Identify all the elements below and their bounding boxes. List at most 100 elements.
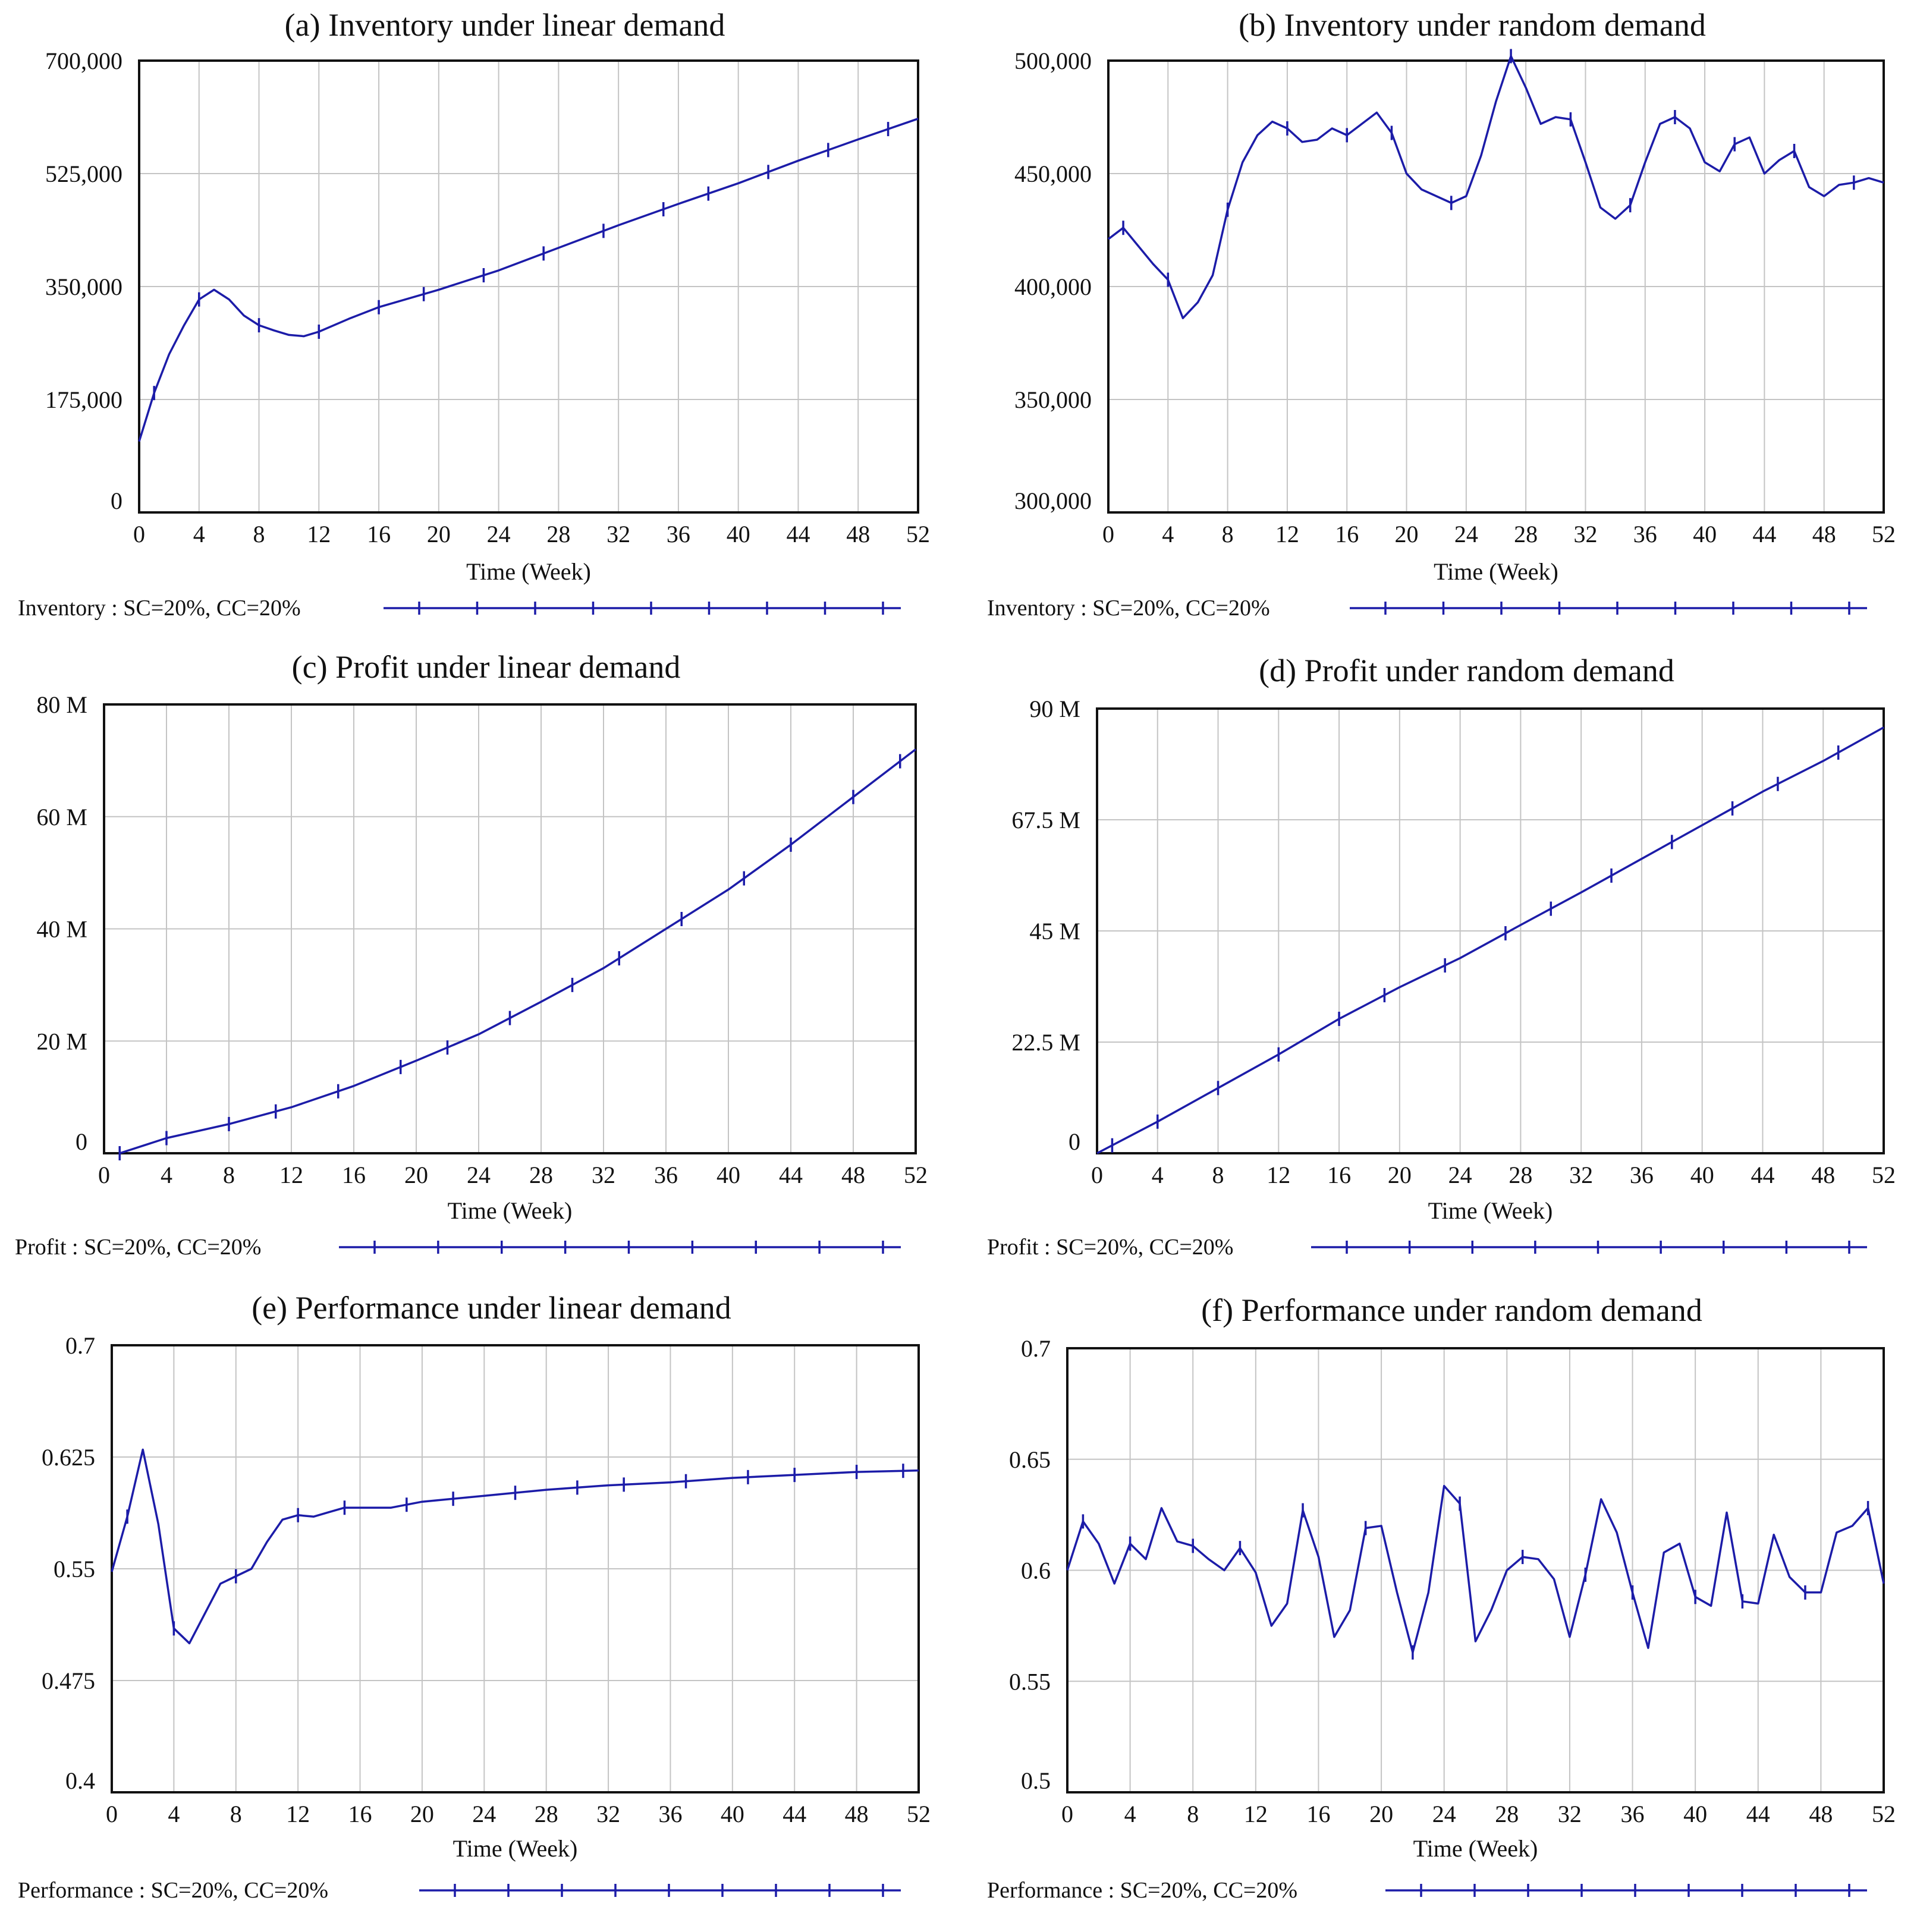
chart-b-title: (b) Inventory under random demand — [1239, 7, 1706, 43]
chart-a-title: (a) Inventory under linear demand — [285, 7, 725, 43]
chart-f-xtick-label: 12 — [1244, 1801, 1268, 1827]
chart-d-ytick-label: 0 — [1069, 1128, 1080, 1155]
chart-a-series-line — [138, 118, 919, 442]
chart-a-xtick-label: 32 — [606, 521, 630, 547]
chart-f-xtick-label: 36 — [1621, 1801, 1645, 1827]
chart-b-plot-frame — [1107, 59, 1885, 514]
chart-c-xtick-label: 12 — [279, 1162, 303, 1188]
chart-b-xtick-label: 16 — [1335, 521, 1359, 547]
chart-f-xtick-label: 20 — [1369, 1801, 1393, 1827]
chart-e-xtick-label: 36 — [658, 1801, 682, 1827]
chart-c-xtick-label: 20 — [404, 1162, 428, 1188]
chart-b-xtick-label: 20 — [1395, 521, 1419, 547]
chart-d-xtick-label: 4 — [1152, 1162, 1164, 1188]
chart-b-xtick-label: 52 — [1872, 521, 1896, 547]
chart-e-xtick-label: 0 — [106, 1801, 118, 1827]
chart-c-xtick-label: 52 — [904, 1162, 928, 1188]
chart-d-xtick-label: 24 — [1448, 1162, 1472, 1188]
chart-c-title: (c) Profit under linear demand — [292, 649, 681, 685]
chart-e-xaxis-label: Time (Week) — [453, 1835, 578, 1862]
chart-a-xaxis-label: Time (Week) — [466, 558, 591, 585]
chart-b-xtick-label: 24 — [1454, 521, 1478, 547]
chart-f-xtick-label: 52 — [1872, 1801, 1896, 1827]
chart-c-xtick-label: 16 — [342, 1162, 366, 1188]
chart-d-ytick-label: 67.5 M — [1011, 807, 1080, 833]
chart-e-series-line — [111, 1448, 919, 1645]
chart-b-ytick-label: 400,000 — [1014, 273, 1092, 300]
chart-e-xtick-label: 8 — [230, 1801, 242, 1827]
chart-d-xtick-label: 32 — [1569, 1162, 1593, 1188]
chart-b-xtick-label: 8 — [1222, 521, 1234, 547]
chart-f-ytick-label: 0.6 — [1021, 1557, 1051, 1584]
chart-e-ytick-label: 0.55 — [54, 1556, 95, 1582]
chart-e-ytick-label: 0.7 — [65, 1332, 95, 1359]
chart-e-title: (e) Performance under linear demand — [252, 1290, 731, 1326]
chart-d-xtick-label: 0 — [1091, 1162, 1103, 1188]
chart-e-xtick-label: 4 — [168, 1801, 180, 1827]
chart-a-xtick-label: 44 — [786, 521, 810, 547]
chart-e-xtick-label: 32 — [596, 1801, 620, 1827]
chart-b-legend-label: Inventory : SC=20%, CC=20% — [987, 596, 1270, 621]
chart-f-xtick-label: 32 — [1558, 1801, 1582, 1827]
chart-e-xtick-label: 44 — [782, 1801, 806, 1827]
chart-c-ytick-label: 80 M — [36, 691, 87, 718]
chart-d-series-line — [1096, 726, 1884, 1154]
chart-f-xtick-label: 0 — [1061, 1801, 1073, 1827]
chart-e-xtick-label: 20 — [410, 1801, 434, 1827]
chart-b-xtick-label: 44 — [1752, 521, 1776, 547]
chart-a-xtick-label: 40 — [727, 521, 750, 547]
chart-e-ytick-label: 0.475 — [42, 1667, 95, 1694]
chart-e-xtick-label: 52 — [907, 1801, 931, 1827]
chart-e-legend-label: Performance : SC=20%, CC=20% — [18, 1878, 328, 1903]
chart-a-ytick-label: 175,000 — [45, 386, 122, 413]
chart-e-ytick-label: 0.625 — [42, 1444, 95, 1471]
chart-c-xtick-label: 32 — [592, 1162, 615, 1188]
chart-d-legend-label: Profit : SC=20%, CC=20% — [987, 1235, 1233, 1260]
chart-f: (f) Performance under random demand 0 4 8 12… — [987, 1292, 1896, 1903]
chart-d-xtick-label: 20 — [1388, 1162, 1412, 1188]
chart-c-ytick-label: 60 M — [36, 804, 87, 830]
chart-a-xtick-label: 16 — [367, 521, 391, 547]
chart-b-ytick-label: 450,000 — [1014, 161, 1092, 187]
chart-a-xtick-label: 52 — [906, 521, 930, 547]
chart-f-xtick-label: 16 — [1306, 1801, 1330, 1827]
chart-b-xtick-label: 48 — [1812, 521, 1836, 547]
chart-d-xtick-label: 48 — [1811, 1162, 1835, 1188]
chart-b-xtick-label: 12 — [1275, 521, 1299, 547]
chart-e-xtick-label: 24 — [472, 1801, 496, 1827]
chart-b-ytick-label: 350,000 — [1014, 386, 1092, 413]
chart-a-legend-label: Inventory : SC=20%, CC=20% — [18, 596, 301, 621]
chart-c-xtick-label: 0 — [98, 1162, 110, 1188]
chart-d-ytick-label: 45 M — [1029, 918, 1080, 945]
chart-d-title: (d) Profit under random demand — [1259, 653, 1674, 688]
chart-d-xtick-label: 44 — [1751, 1162, 1774, 1188]
chart-e: (e) Performance under linear demand 0 4 8 12… — [18, 1290, 931, 1903]
chart-a-ytick-label: 525,000 — [45, 161, 122, 187]
chart-f-series-line — [1066, 1484, 1885, 1654]
chart-f-legend-label: Performance : SC=20%, CC=20% — [987, 1878, 1297, 1903]
chart-d-xtick-label: 40 — [1690, 1162, 1714, 1188]
chart-c-xaxis-label: Time (Week) — [448, 1197, 573, 1224]
chart-d-ytick-label: 90 M — [1029, 696, 1080, 722]
chart-f-xtick-label: 8 — [1187, 1801, 1199, 1827]
chart-e-xtick-label: 12 — [286, 1801, 310, 1827]
chart-b-xtick-label: 28 — [1514, 521, 1538, 547]
chart-c-ytick-label: 40 M — [36, 916, 87, 943]
chart-c-xtick-label: 28 — [529, 1162, 553, 1188]
chart-c-legend-label: Profit : SC=20%, CC=20% — [15, 1235, 261, 1260]
chart-e-xtick-label: 40 — [721, 1801, 744, 1827]
chart-b-ytick-label: 300,000 — [1014, 487, 1092, 514]
chart-b-xtick-label: 36 — [1633, 521, 1657, 547]
chart-f-ytick-label: 0.7 — [1021, 1335, 1051, 1362]
chart-f-title: (f) Performance under random demand — [1201, 1292, 1702, 1328]
chart-a-ytick-label: 700,000 — [45, 48, 122, 74]
chart-b-xtick-label: 0 — [1102, 521, 1114, 547]
chart-a-plot-frame — [138, 59, 919, 514]
chart-d-xtick-label: 28 — [1509, 1162, 1532, 1188]
chart-c-ytick-label: 0 — [76, 1128, 87, 1155]
chart-c-xtick-label: 4 — [161, 1162, 172, 1188]
chart-f-xtick-label: 48 — [1809, 1801, 1833, 1827]
